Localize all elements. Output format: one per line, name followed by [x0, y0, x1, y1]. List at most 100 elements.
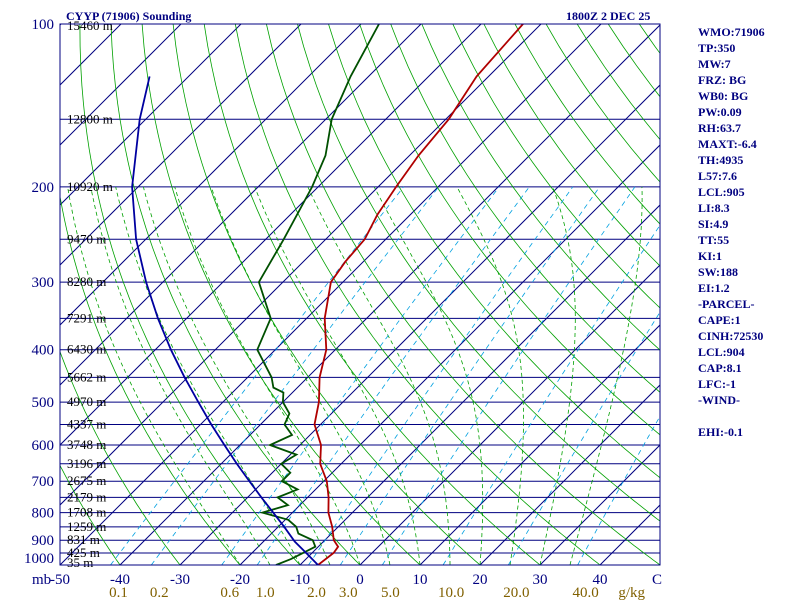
- temperature-unit-label: C: [652, 572, 662, 588]
- pressure-tick-label: 100: [32, 17, 55, 33]
- height-label: 4970 m: [67, 394, 106, 409]
- moist-adiabat-line: [143, 186, 331, 565]
- stat-line: TT:55: [698, 233, 730, 247]
- pressure-tick-label: 900: [32, 533, 55, 549]
- stat-line: EHI:-0.1: [698, 425, 743, 439]
- temperature-tick-label: 20: [473, 572, 488, 588]
- dry-adiabat-line: [141, 24, 421, 565]
- stat-line: [698, 408, 765, 424]
- height-label: 8280 m: [67, 274, 106, 289]
- height-label: 10920 m: [67, 179, 113, 194]
- height-label: 2675 m: [67, 473, 106, 488]
- isotherm-line: [60, 24, 182, 146]
- pressure-tick-label: 400: [32, 343, 55, 359]
- height-labels: 15460 m 12800 m 10920 m 9470 m 8280 m 7291 m 6…: [67, 18, 113, 570]
- isotherm-line: [60, 24, 542, 506]
- stat-line: CAP:8.1: [698, 361, 742, 375]
- height-label: 35 m: [67, 555, 93, 570]
- stat-line: LI:8.3: [698, 201, 730, 215]
- temperature-tick-label: -40: [110, 572, 130, 588]
- background-grid: [60, 24, 660, 565]
- stat-line: KI:1: [698, 249, 722, 263]
- height-label: 831 m: [67, 532, 100, 547]
- temperature-tick-label: 10: [413, 572, 428, 588]
- dry-adiabat-line: [60, 464, 121, 565]
- dry-adiabat-line: [172, 24, 481, 565]
- dry-adiabat-line: [203, 24, 541, 565]
- height-label: 12800 m: [67, 111, 113, 126]
- height-label: 15460 m: [67, 18, 113, 33]
- pressure-tick-label: 800: [32, 506, 55, 522]
- moist-adiabat-line: [373, 186, 484, 565]
- stat-line: LFC:-1: [698, 377, 736, 391]
- height-label: 1708 m: [67, 505, 106, 520]
- stat-line: WB0: BG: [698, 89, 749, 103]
- mixing-ratio-label: 1.0: [256, 585, 275, 600]
- mixing-ratio-label: 0.6: [220, 585, 239, 600]
- temperature-tick-label: -10: [290, 572, 310, 588]
- moist-adiabat-line: [307, 186, 451, 565]
- stat-line: LCL:904: [698, 345, 745, 359]
- plot-frame: [59, 23, 661, 566]
- isotherm-line: [119, 24, 660, 565]
- temperature-tick-label: 0: [356, 572, 364, 588]
- temperature-tick-label: 40: [593, 572, 608, 588]
- stats-panel: WMO:71906 TP:350 MW:7 FRZ: BG WB0: BG PW:0.09…: [698, 24, 765, 440]
- height-label: 425 m: [67, 545, 100, 560]
- mixing-ratio-line: [442, 224, 660, 565]
- mixing-ratio-label: 2.0: [307, 585, 326, 600]
- height-label: 1259 m: [67, 519, 106, 534]
- stat-line: -WIND-: [698, 393, 740, 407]
- stat-line: EI:1.2: [698, 281, 730, 295]
- mixing-ratio-label: 20.0: [503, 585, 529, 600]
- isotherm-line: [60, 24, 242, 206]
- isotherm-line: [479, 384, 660, 565]
- isotherm-line: [60, 24, 362, 326]
- isotherm-line: [419, 324, 660, 565]
- pressure-tick-label: 300: [32, 275, 55, 291]
- mixing-ratio-line: [381, 186, 636, 565]
- height-label: 6430 m: [67, 342, 106, 357]
- temperature-tick-label: -30: [170, 572, 190, 588]
- dry-adiabat-line: [60, 194, 241, 565]
- dry-adiabat-line: [79, 24, 301, 565]
- sounding-time: 1800Z 2 DEC 25: [566, 9, 651, 23]
- stat-line: TP:350: [698, 41, 736, 55]
- dry-adiabat-line: [359, 24, 660, 436]
- mixing-ratio-line: [221, 186, 500, 565]
- stat-line: MW:7: [698, 57, 731, 71]
- moist-adiabat-line: [539, 186, 576, 565]
- parcel-path-line: [131, 76, 319, 565]
- stat-line: SI:4.9: [698, 217, 729, 231]
- stat-line: L57:7.6: [698, 169, 737, 183]
- mixing-ratio-label: 40.0: [573, 585, 599, 600]
- moist-adiabat-line: [254, 186, 421, 565]
- stat-line: CAPE:1: [698, 313, 741, 327]
- mixing-ratio-line: [308, 186, 574, 565]
- dry-adiabat-line: [234, 24, 601, 565]
- mixing-ratio-label: 10.0: [438, 585, 464, 600]
- stat-line: -PARCEL-: [698, 297, 755, 311]
- dry-adiabat-line: [266, 24, 660, 565]
- temperature-line: [313, 24, 524, 565]
- stat-line: CINH:72530: [698, 329, 764, 343]
- height-label: 9470 m: [67, 231, 106, 246]
- height-label: 5662 m: [67, 369, 106, 384]
- stat-line: WMO:71906: [698, 25, 765, 39]
- moist-adiabat-line: [210, 186, 391, 565]
- mixing-ratio-label: 0.2: [150, 585, 169, 600]
- stat-line: MAXT:-6.4: [698, 137, 757, 151]
- stat-line: RH:63.7: [698, 121, 741, 135]
- dewpoint-line: [256, 24, 380, 565]
- moist-adiabat-line: [67, 186, 241, 565]
- isotherm-line: [359, 264, 660, 565]
- mixing-ratio-line: [507, 311, 660, 565]
- pressure-tick-label: 1000: [24, 551, 54, 567]
- stat-line: FRZ: BG: [698, 73, 747, 87]
- pressure-tick-label: 500: [32, 395, 55, 411]
- temperature-tick-label: -50: [50, 572, 70, 588]
- height-label: 2179 m: [67, 489, 106, 504]
